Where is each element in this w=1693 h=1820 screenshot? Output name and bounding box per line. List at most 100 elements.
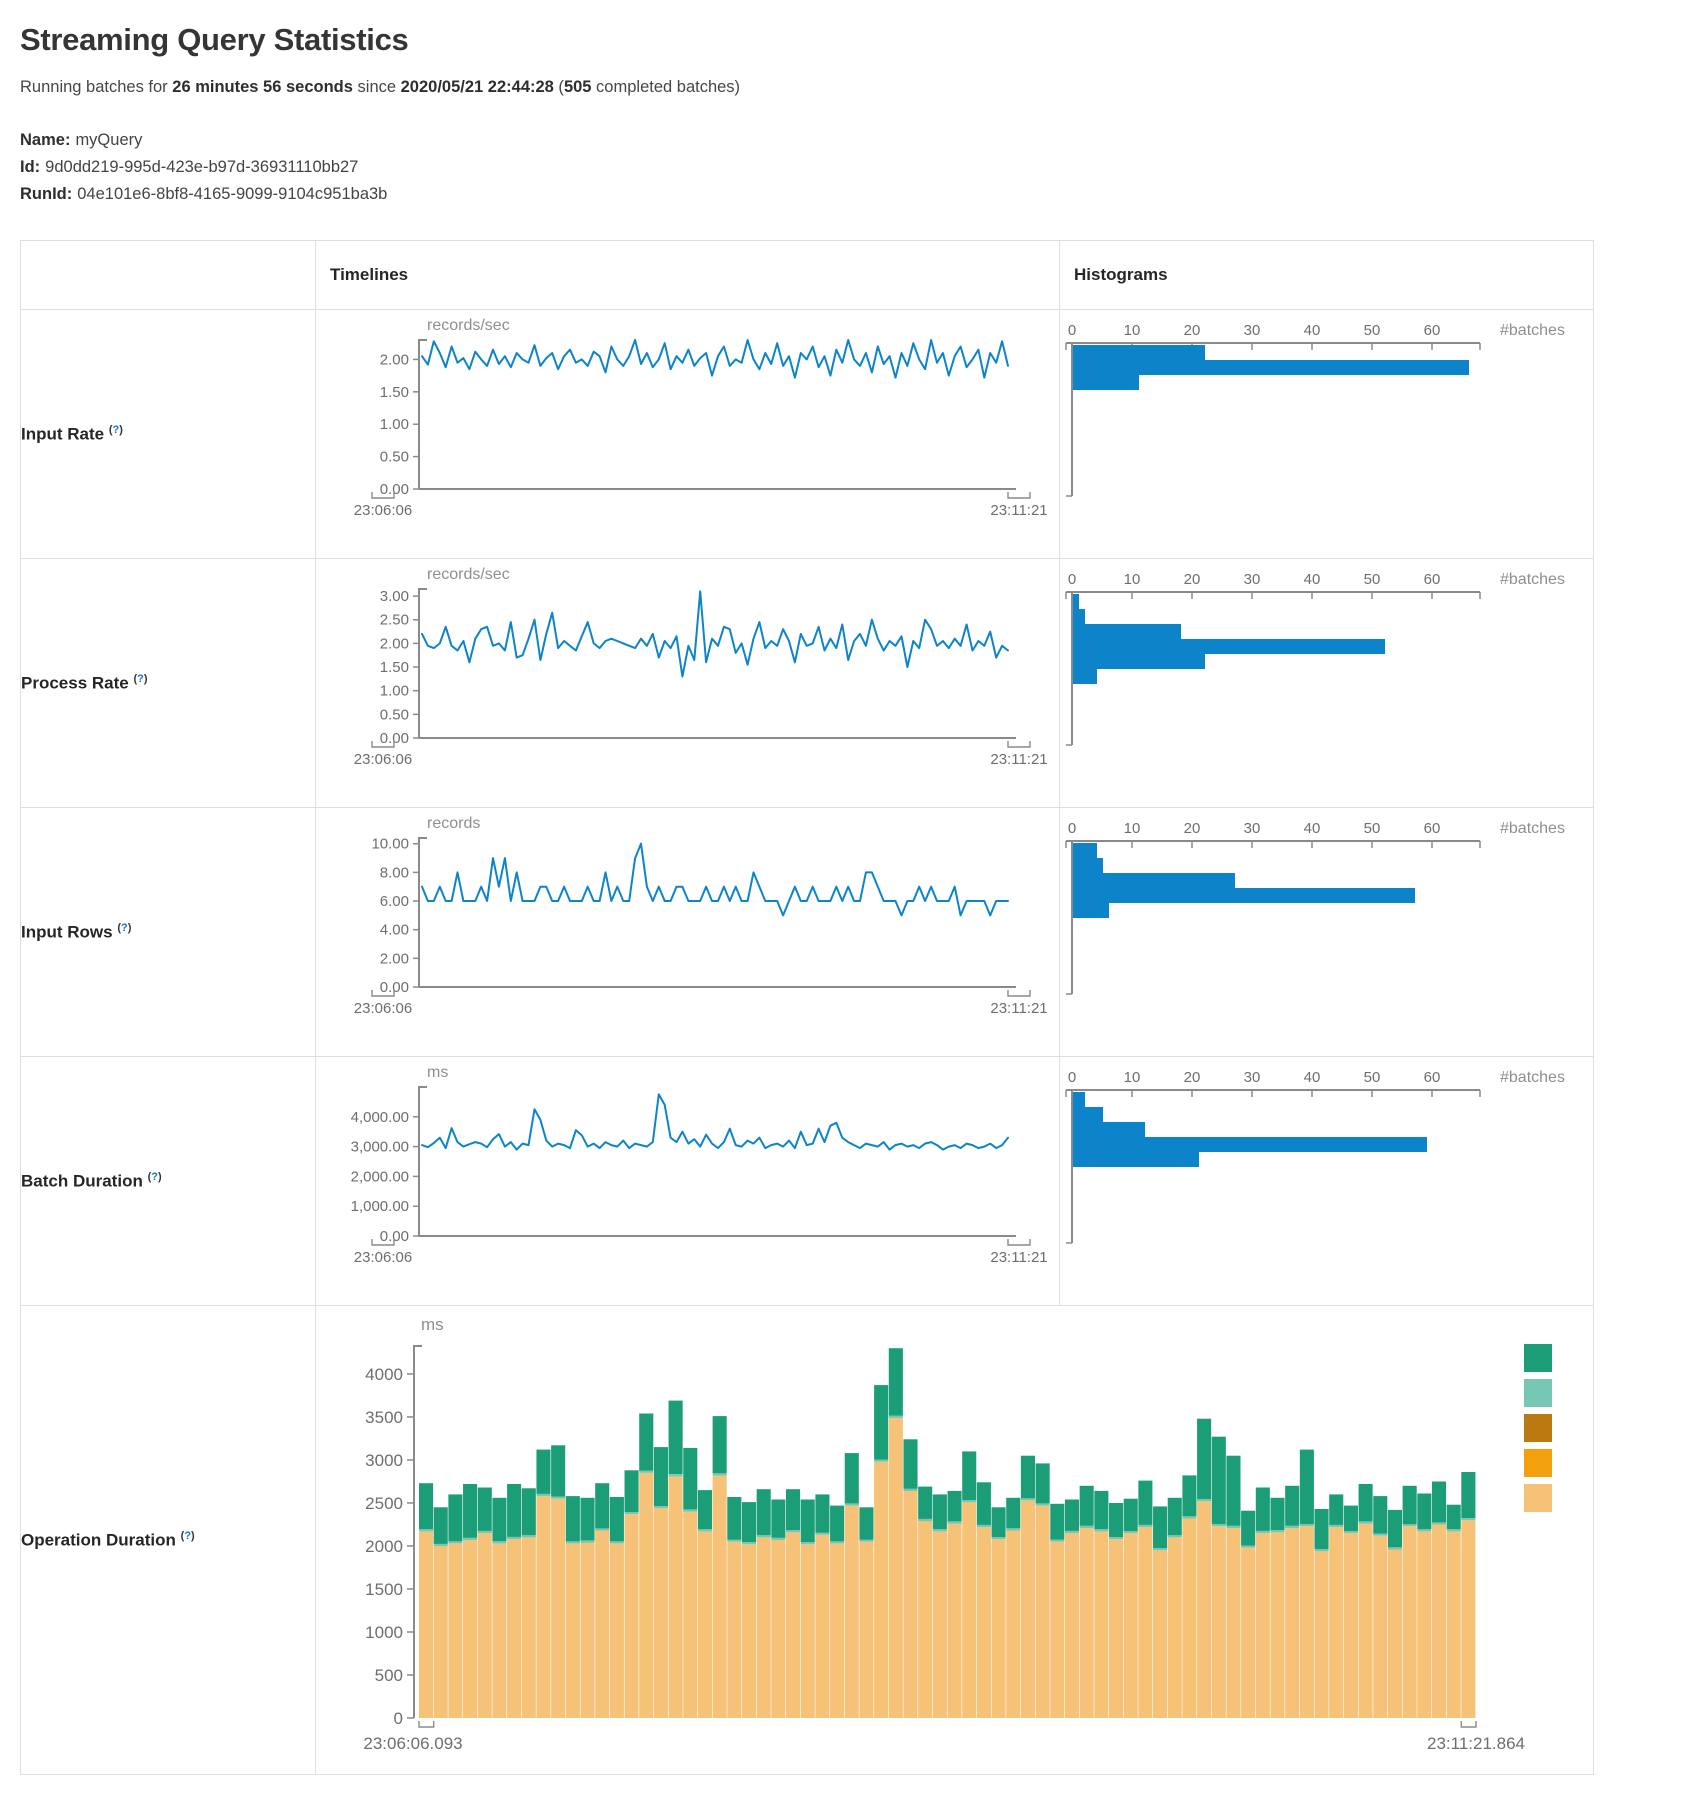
- stacked-bar-green: [771, 1499, 786, 1538]
- stacked-bar-green: [1006, 1497, 1021, 1529]
- histogram-bar: [1073, 654, 1205, 669]
- stacked-bar-green: [668, 1400, 683, 1475]
- legend-swatch-teal-green[interactable]: [1524, 1344, 1552, 1372]
- stacked-bar-green: [1255, 1487, 1270, 1531]
- histogram-bar: [1073, 903, 1109, 918]
- unit-label: ms: [427, 1064, 448, 1081]
- stacked-bar-light-teal: [1226, 1525, 1241, 1528]
- stacked-bar-tan: [962, 1502, 977, 1718]
- y-tick-label: 3.00: [380, 588, 409, 605]
- x-tick-label: 50: [1364, 1069, 1381, 1086]
- x-tick-label: 40: [1304, 322, 1321, 339]
- stacked-bar-tan: [1241, 1547, 1256, 1718]
- stacked-bar-light-teal: [1431, 1522, 1447, 1525]
- table-row-input-rate: Input Rate (?) records/sec 2.00 1.50 1.00 0.…: [20, 309, 1594, 559]
- help-icon[interactable]: (?): [147, 1170, 162, 1183]
- batches-label: #batches: [1500, 322, 1565, 339]
- stacked-bar-tan: [786, 1532, 801, 1718]
- stacked-bar-light-teal: [1417, 1529, 1432, 1532]
- legend-swatch-light-teal[interactable]: [1524, 1379, 1552, 1407]
- x-tick-label: 10: [1124, 322, 1141, 339]
- y-tick-label: 3000: [365, 1451, 403, 1470]
- query-name-label: Name:: [20, 131, 71, 149]
- stacked-bar-tan: [1402, 1526, 1417, 1718]
- unit-label: ms: [421, 1315, 444, 1334]
- stacked-bar-light-teal: [1094, 1529, 1109, 1532]
- stacked-bar-tan: [477, 1533, 492, 1718]
- x-tick-label: 40: [1304, 571, 1321, 588]
- stacked-bar-light-teal: [771, 1537, 786, 1540]
- stacked-bar-light-teal: [1197, 1499, 1212, 1502]
- stacked-bar-green: [1358, 1484, 1373, 1522]
- y-tick-label: 2500: [365, 1494, 403, 1513]
- y-tick-label: 0.00: [380, 481, 409, 498]
- stacked-bar-green: [1270, 1497, 1285, 1531]
- stacked-bar-tan: [932, 1531, 947, 1718]
- stacked-bar-light-teal: [492, 1541, 507, 1544]
- x-start-label: 23:06:06: [354, 1249, 412, 1266]
- help-icon[interactable]: (?): [117, 921, 132, 934]
- histogram-bar: [1073, 1152, 1199, 1167]
- row-label-operation-duration: Operation Duration (?): [20, 1305, 316, 1775]
- x-start-label: 23:06:06: [354, 751, 412, 768]
- y-axis: [418, 339, 427, 489]
- x-tick-label: 0: [1068, 1069, 1076, 1086]
- x-tick-label: 40: [1304, 1069, 1321, 1086]
- stacked-bar-tan: [1211, 1526, 1226, 1718]
- stacked-bar-tan: [1387, 1549, 1402, 1718]
- stacked-bar-green: [477, 1487, 492, 1531]
- help-icon[interactable]: (?): [108, 423, 123, 436]
- running-batches-summary: Running batches for 26 minutes 56 second…: [20, 78, 1673, 97]
- y-axis: [418, 588, 427, 738]
- stacked-bar-green: [1402, 1485, 1417, 1525]
- stacked-bar-green: [1138, 1480, 1153, 1525]
- stacked-bar-light-teal: [1064, 1530, 1080, 1534]
- x-tick-label: 30: [1244, 571, 1261, 588]
- x-end-label: 23:11:21: [990, 1249, 1047, 1266]
- stacked-bar-tan: [1108, 1539, 1124, 1718]
- x-tick-label: 60: [1424, 820, 1441, 837]
- stacked-bar-green: [1182, 1475, 1197, 1517]
- stacked-bar-green: [874, 1385, 889, 1460]
- stacked-bar-tan: [903, 1490, 918, 1718]
- row-label-text: Input Rate: [21, 424, 105, 444]
- x-tick-label: 30: [1244, 322, 1261, 339]
- stacked-bar-tan: [1050, 1541, 1065, 1718]
- table-row-operation-duration: Operation Duration (?) ms 4000 3500 3000 250…: [20, 1305, 1594, 1775]
- stacked-bar-tan: [1153, 1550, 1168, 1718]
- stacked-bar-light-teal: [1050, 1539, 1065, 1542]
- stacked-bar-light-teal: [551, 1496, 566, 1499]
- stacked-bar-tan: [1431, 1524, 1447, 1718]
- stacked-bar-tan: [1035, 1505, 1050, 1718]
- stacked-bar-light-teal: [595, 1528, 610, 1531]
- stacked-bar-tan: [507, 1539, 522, 1718]
- stacked-bar-tan: [1182, 1518, 1197, 1718]
- help-icon[interactable]: (?): [133, 672, 148, 685]
- row-label-text: Process Rate: [21, 673, 129, 693]
- stacked-bar-light-teal: [1270, 1530, 1285, 1533]
- table-row-batch-duration: Batch Duration (?) ms 4,000.00 3,000.00 2,0…: [20, 1056, 1594, 1306]
- legend-swatch-brown[interactable]: [1524, 1414, 1552, 1442]
- stacked-bar-light-teal: [565, 1541, 580, 1544]
- summary-since: since: [352, 78, 401, 96]
- table-row-process-rate: Process Rate (?) records/sec 3.00 2.50 2.00…: [20, 558, 1594, 808]
- stacked-bar-light-teal: [903, 1488, 918, 1491]
- table-header-row: Timelines Histograms: [20, 240, 1594, 310]
- summary-start-time: 2020/05/21 22:44:28: [400, 78, 554, 96]
- legend-swatch-tan[interactable]: [1524, 1484, 1552, 1512]
- operation-duration-chart: ms 4000 3500 3000 2500 2000 1500 1000 500 0 23:06:…: [363, 1315, 1552, 1753]
- stacked-bar-green: [419, 1483, 434, 1530]
- histogram-bar: [1073, 375, 1139, 390]
- stacked-bar-tan: [565, 1543, 580, 1718]
- stacked-bar-green: [448, 1494, 463, 1542]
- stacked-bar-light-teal: [888, 1415, 903, 1418]
- stacked-bar-tan: [536, 1496, 551, 1718]
- stacked-bar-light-teal: [962, 1500, 977, 1503]
- stacked-bar-tan: [1226, 1527, 1241, 1718]
- input-rows-timeline-chart: records 10.00 8.00 6.00 4.00 2.00 0.00 23:06:06…: [354, 815, 1048, 1017]
- stacked-bar-tan: [844, 1505, 859, 1718]
- process-rate-histogram-chart: 0 10 20 30 40 50 60 #batches: [1065, 571, 1565, 746]
- histogram-bar: [1073, 639, 1385, 654]
- legend-swatch-orange[interactable]: [1524, 1449, 1552, 1477]
- help-icon[interactable]: (?): [180, 1529, 195, 1542]
